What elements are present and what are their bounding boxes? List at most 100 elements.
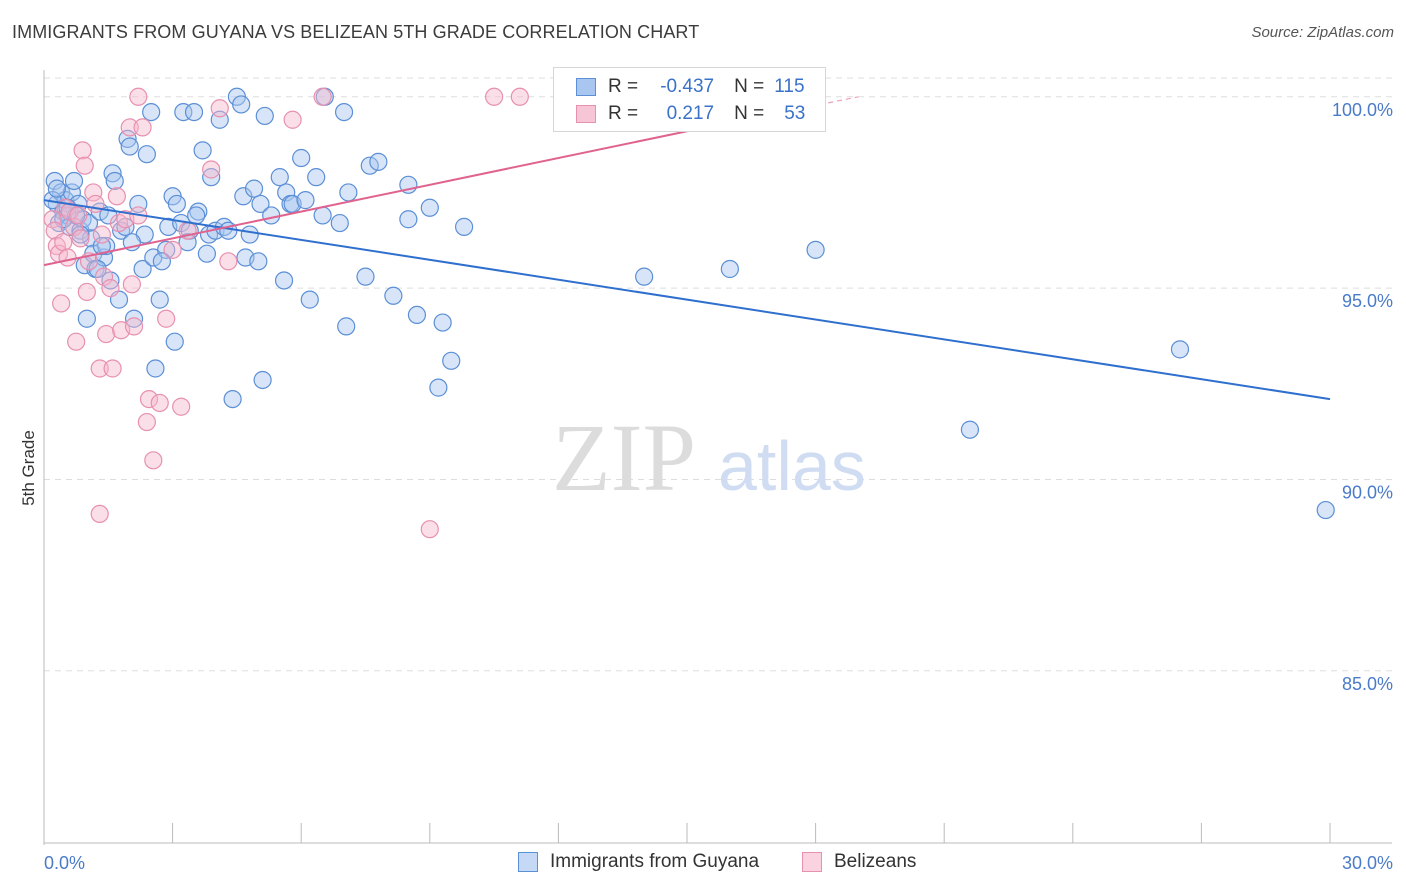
y-tick-labels: 100.0% 95.0% 90.0% 85.0% — [1332, 100, 1393, 694]
belizean-point — [133, 118, 152, 137]
belizean-point — [129, 87, 148, 106]
bottom-legend-swatch-pink — [802, 852, 822, 872]
guyana-point — [193, 141, 212, 160]
guyana-point — [960, 420, 980, 439]
belizean-point — [172, 397, 191, 416]
guyana-point — [1316, 500, 1335, 520]
legend-swatch-blue — [576, 78, 596, 96]
belizean-point — [92, 225, 111, 244]
guyana-point — [165, 332, 184, 351]
guyana-point — [384, 286, 403, 305]
legend-n-label: N = — [734, 103, 765, 124]
belizean-point — [90, 359, 109, 378]
guyana-point — [360, 156, 379, 175]
guyana-point — [47, 179, 66, 198]
guyana-point — [292, 148, 311, 168]
belizean-point — [122, 275, 141, 294]
belizean-point — [43, 210, 62, 229]
guyana-trend-line — [43, 199, 1331, 401]
guyana-point — [64, 171, 84, 191]
guyana-point — [251, 194, 270, 214]
chart-source: Source: ZipAtlas.com — [1251, 24, 1394, 41]
belizean-point — [97, 324, 116, 344]
y-tick-label: 95.0% — [1342, 291, 1393, 311]
bottom-legend-belizeans: Belizeans — [802, 851, 916, 873]
series-belizeans-points — [43, 87, 611, 539]
guyana-point — [313, 206, 332, 225]
guyana-point — [433, 313, 452, 332]
guyana-point — [253, 370, 272, 390]
guyana-point — [97, 236, 116, 256]
guyana-point — [197, 244, 216, 263]
guyana-point — [133, 259, 152, 279]
belizean-point — [163, 240, 182, 259]
belizean-point — [120, 118, 139, 137]
guyana-point — [244, 179, 264, 198]
guyana-point — [307, 168, 326, 187]
belizean-point — [101, 279, 120, 298]
guyana-point — [337, 317, 356, 336]
watermark-atlas: atlas — [718, 427, 866, 505]
guyana-point — [249, 252, 268, 271]
guyana-point — [635, 267, 654, 286]
belizean-point — [139, 389, 159, 409]
guyana-point — [184, 102, 204, 122]
guyana-point — [369, 152, 388, 171]
belizean-point — [510, 87, 529, 106]
belizean-point — [150, 393, 169, 413]
belizean-point — [283, 110, 302, 129]
guyana-point — [152, 252, 171, 271]
guyana-point — [124, 309, 144, 328]
guyana-point — [157, 240, 176, 259]
series-guyana-points — [43, 87, 1335, 520]
belizean-point — [71, 229, 90, 248]
guyana-point — [232, 95, 251, 114]
belizean-point — [77, 282, 96, 302]
watermark-zip: ZIP — [552, 404, 696, 511]
watermark: ZIP atlas — [552, 404, 866, 511]
belizean-point — [58, 248, 77, 267]
belizean-point — [69, 206, 88, 225]
guyana-point — [300, 290, 319, 309]
guyana-point — [120, 137, 139, 156]
legend-row-belizeans: R = 0.217 N = 53 — [576, 101, 805, 127]
guyana-point — [262, 206, 281, 225]
x-tick-labels: 0.0% 30.0% — [44, 853, 1393, 873]
guyana-point — [1170, 340, 1190, 359]
bottom-legend-label-belizeans: Belizeans — [834, 851, 917, 872]
belizean-point — [124, 317, 144, 336]
y-tick-label: 90.0% — [1342, 482, 1393, 502]
guyana-point — [77, 309, 96, 328]
belizean-point — [84, 183, 103, 202]
guyana-point — [105, 171, 124, 191]
legend-row-guyana: R = -0.437 N = 115 — [576, 74, 805, 100]
guyana-point — [255, 106, 274, 126]
legend-r-value: -0.437 — [660, 76, 715, 97]
guyana-point — [442, 351, 461, 370]
y-tick-label: 85.0% — [1342, 674, 1393, 694]
guyana-point — [454, 217, 474, 236]
guyana-point — [330, 213, 349, 233]
stats-legend: R = -0.437 N = 115 R = 0.217 N = 53 — [553, 67, 826, 132]
bottom-legend-swatch-blue — [518, 852, 538, 872]
x-tick-label: 0.0% — [44, 853, 85, 873]
belizean-point — [420, 520, 439, 539]
y-tick-label: 100.0% — [1332, 100, 1393, 120]
bottom-legend-label-guyana: Immigrants from Guyana — [550, 851, 760, 872]
belizean-point — [94, 267, 114, 286]
belizean-point — [210, 99, 229, 118]
legend-n-value: 53 — [784, 103, 806, 124]
legend-r-value: 0.217 — [666, 103, 715, 124]
belizean-point — [75, 156, 94, 175]
legend-r-label: R = — [608, 103, 639, 124]
bottom-legend: Immigrants from Guyana Belizeans — [0, 851, 1406, 877]
belizean-point — [52, 294, 71, 313]
guyana-point — [240, 225, 259, 244]
bottom-legend-guyana: Immigrants from Guyana — [518, 851, 759, 873]
guyana-point — [150, 290, 169, 309]
guyana-point — [223, 389, 242, 409]
belizean-point — [73, 141, 92, 160]
belizean-point — [313, 87, 332, 106]
guyana-point — [202, 168, 221, 187]
